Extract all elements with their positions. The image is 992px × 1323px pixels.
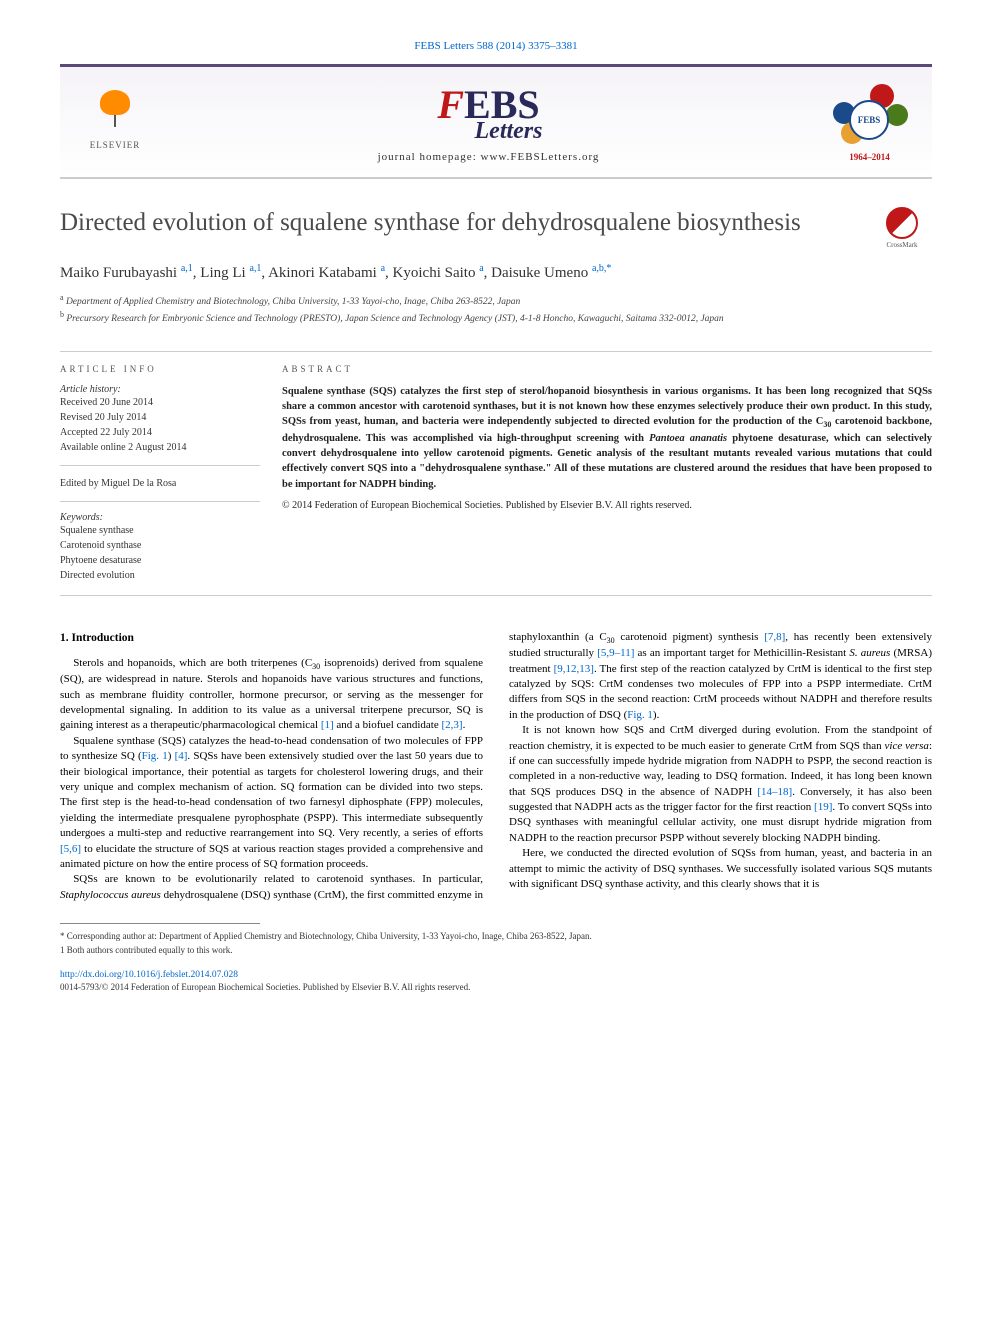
author[interactable]: Kyoichi Saito a bbox=[393, 265, 484, 281]
anniv-dot-icon bbox=[886, 104, 908, 126]
article-title: Directed evolution of squalene synthase … bbox=[60, 207, 872, 238]
febs-logo-letters: Letters bbox=[475, 118, 543, 145]
elsevier-label: ELSEVIER bbox=[90, 140, 141, 150]
author-list: Maiko Furubayashi a,1, Ling Li a,1, Akin… bbox=[60, 263, 932, 282]
anniv-years: 1964–2014 bbox=[827, 152, 912, 162]
affiliations: a Department of Applied Chemistry and Bi… bbox=[60, 292, 932, 327]
copyright: © 2014 Federation of European Biochemica… bbox=[282, 500, 932, 511]
divider bbox=[60, 595, 932, 596]
anniv-center-icon: FEBS bbox=[849, 100, 889, 140]
body-paragraph: Squalene synthase (SQS) catalyzes the he… bbox=[60, 734, 483, 873]
anniversary-logo: FEBS 1964–2014 bbox=[827, 82, 912, 162]
affiliation: b Precursory Research for Embryonic Scie… bbox=[60, 309, 932, 326]
footnote-divider bbox=[60, 923, 260, 924]
abstract-text: Squalene synthase (SQS) catalyzes the fi… bbox=[282, 384, 932, 492]
abstract-column: ABSTRACT Squalene synthase (SQS) catalyz… bbox=[282, 364, 932, 583]
page-container: FEBS Letters 588 (2014) 3375–3381 ELSEVI… bbox=[0, 0, 992, 1032]
elsevier-logo[interactable]: ELSEVIER bbox=[80, 85, 150, 160]
journal-homepage-link[interactable]: journal homepage: www.FEBSLetters.org bbox=[378, 151, 600, 163]
revised-date: Revised 20 July 2014 bbox=[60, 410, 260, 425]
article-body: 1. Introduction Sterols and hopanoids, w… bbox=[60, 630, 932, 903]
author[interactable]: Daisuke Umeno a,b,* bbox=[491, 265, 611, 281]
keyword: Directed evolution bbox=[60, 568, 260, 583]
equal-contribution-note: 1 Both authors contributed equally to th… bbox=[60, 943, 932, 957]
doi-link[interactable]: http://dx.doi.org/10.1016/j.febslet.2014… bbox=[60, 970, 932, 980]
keyword: Carotenoid synthase bbox=[60, 538, 260, 553]
author[interactable]: Ling Li a,1 bbox=[200, 265, 261, 281]
elsevier-tree-icon bbox=[90, 85, 140, 140]
received-date: Received 20 June 2014 bbox=[60, 395, 260, 410]
divider bbox=[60, 178, 932, 179]
crossmark-label: CrossMark bbox=[886, 241, 917, 249]
body-paragraph: Here, we conducted the directed evolutio… bbox=[509, 846, 932, 892]
keywords-label: Keywords: bbox=[60, 512, 260, 523]
keyword: Phytoene desaturase bbox=[60, 553, 260, 568]
footnotes: * Corresponding author at: Department of… bbox=[60, 930, 932, 956]
keyword: Squalene synthase bbox=[60, 523, 260, 538]
affiliation: a Department of Applied Chemistry and Bi… bbox=[60, 292, 932, 309]
article-info-sidebar: ARTICLE INFO Article history: Received 2… bbox=[60, 364, 260, 583]
journal-header: ELSEVIER FEBS Letters journal homepage: … bbox=[60, 64, 932, 178]
journal-logo-block: FEBS Letters journal homepage: www.FEBSL… bbox=[378, 81, 600, 163]
author[interactable]: Maiko Furubayashi a,1 bbox=[60, 265, 193, 281]
online-date: Available online 2 August 2014 bbox=[60, 440, 260, 455]
author[interactable]: Akinori Katabami a bbox=[268, 265, 385, 281]
febs-logo[interactable]: FEBS Letters bbox=[435, 81, 543, 145]
history-label: Article history: bbox=[60, 384, 260, 395]
crossmark-icon bbox=[886, 207, 918, 239]
article-info-heading: ARTICLE INFO bbox=[60, 364, 260, 374]
febs-logo-f: F bbox=[437, 82, 464, 127]
crossmark-button[interactable]: CrossMark bbox=[872, 207, 932, 249]
abstract-heading: ABSTRACT bbox=[282, 364, 932, 374]
body-paragraph: It is not known how SQS and CrtM diverge… bbox=[509, 723, 932, 846]
accepted-date: Accepted 22 July 2014 bbox=[60, 425, 260, 440]
citation-link[interactable]: FEBS Letters 588 (2014) 3375–3381 bbox=[60, 40, 932, 52]
section-heading: 1. Introduction bbox=[60, 630, 483, 646]
edited-by: Edited by Miguel De la Rosa bbox=[60, 476, 260, 491]
corresponding-author-note: * Corresponding author at: Department of… bbox=[60, 930, 932, 943]
body-paragraph: Sterols and hopanoids, which are both tr… bbox=[60, 656, 483, 734]
issn-line: 0014-5793/© 2014 Federation of European … bbox=[60, 982, 932, 992]
